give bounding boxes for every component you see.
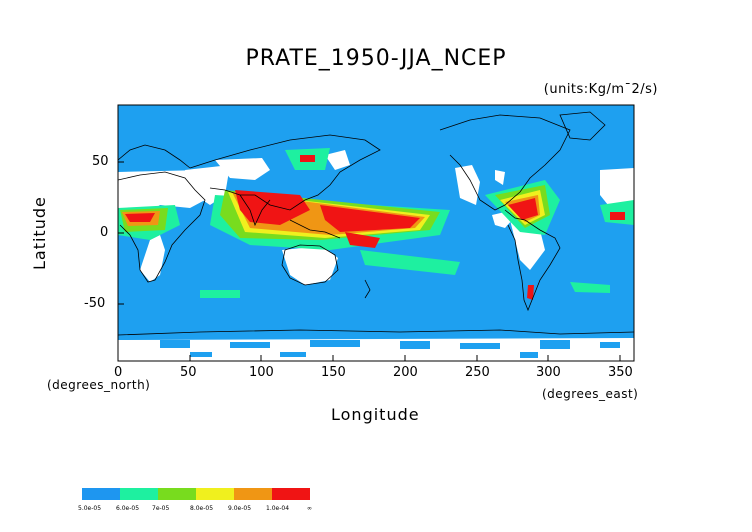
y-ticks [118,161,124,305]
legend-swatch [234,488,272,500]
legend-label: 1.0e-04 [266,505,290,512]
legend-label: 8.0e-05 [190,505,214,512]
x-tick-label: 250 [465,365,490,380]
legend-swatch [272,488,310,500]
legend-label: 5.0e-05 [78,505,102,512]
x-ticks [117,355,621,361]
legend-label: 6.0e-05 [116,505,140,512]
coastlines [118,111,634,336]
x-tick-label: 0 [114,365,123,380]
legend-label: ∞ [307,505,312,512]
x-tick-label: 300 [536,365,561,380]
map-title: PRATE_1950-JJA_NCEP [245,46,507,71]
legend-swatch [158,488,196,500]
x-tick-label: 50 [180,365,197,380]
x-tick-label: 100 [249,365,274,380]
legend-swatch [120,488,158,500]
legend-swatch [196,488,234,500]
units-label: (units:Kg/m¯2/s) [543,82,658,97]
x-tick-label: 150 [321,365,346,380]
y-tick-label: -50 [84,296,106,311]
legend-label: 9.0e-05 [228,505,252,512]
y-tick-label: 0 [100,225,109,240]
color-legend [82,488,310,500]
x-axis-title: Longitude [331,405,420,424]
y-unit-label: (degrees_north) [47,378,151,392]
y-axis-title: Latitude [30,196,49,270]
x-tick-label: 350 [608,365,633,380]
x-unit-label: (degrees_east) [542,387,639,401]
x-tick-label: 200 [393,365,418,380]
legend-swatch [82,488,120,500]
legend-label: 7e-05 [152,505,170,512]
y-tick-label: 50 [92,154,109,169]
precip-band-1e-04 [125,155,625,300]
